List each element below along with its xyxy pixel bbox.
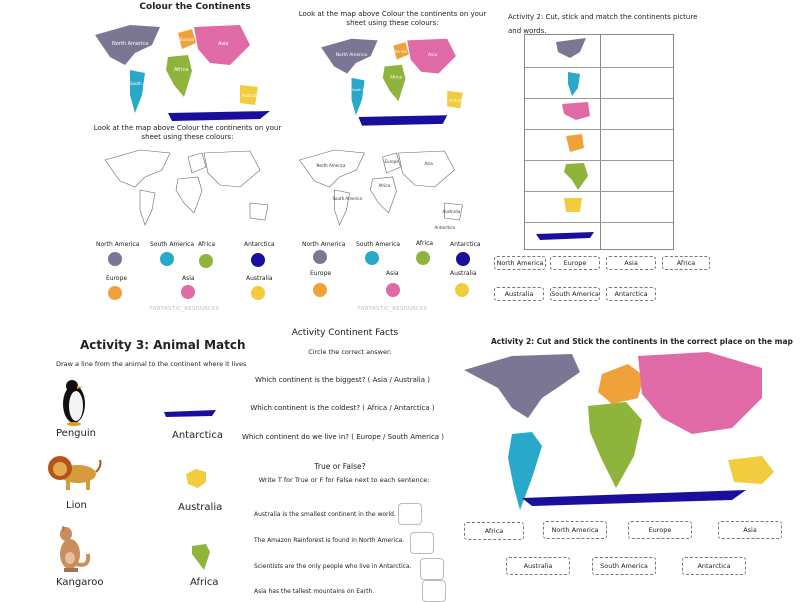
match-grid — [524, 34, 674, 250]
blank-world-map-right: North America Europe Asia Africa South A… — [299, 149, 463, 230]
map-label-na-right: North America — [336, 52, 368, 58]
match-label-north-america[interactable]: North America — [494, 256, 546, 270]
answer-box-2[interactable] — [410, 532, 434, 554]
large-colored-world-map — [464, 352, 774, 510]
continent-antarctica: Antarctica — [172, 430, 223, 441]
answer-box-3[interactable] — [420, 558, 444, 580]
cut-stick-match-title: Activity 2: Cut, stick and match the con… — [508, 13, 698, 35]
map-label-eu-right: Europe — [395, 50, 407, 54]
map-label-card-antarctica[interactable]: Antarctica — [682, 557, 746, 575]
map-label-card-south-america[interactable]: South America — [592, 557, 656, 575]
blank-label-sa: South America — [333, 196, 363, 201]
animal-penguin: Penguin — [56, 428, 96, 439]
legend-as-right: Asia — [386, 270, 399, 277]
legend-au-right: Australia — [450, 270, 477, 277]
lion-picture — [48, 456, 102, 490]
blank-world-map-left — [104, 149, 269, 226]
statement-australia: Australia is the smallest continent in t… — [254, 511, 396, 518]
blank-label-eu: Europe — [385, 159, 400, 164]
legend-eu: Europe — [106, 275, 128, 282]
map-label-sa: South America — [130, 81, 160, 86]
map-label-eu: Europe — [180, 37, 195, 42]
question-live: Which continent do we live in? ( Europe … — [241, 433, 445, 441]
map-label-au-right: Australia — [449, 98, 464, 102]
map-label-as-right: Asia — [428, 52, 437, 58]
australia-shape — [186, 469, 206, 488]
map-label-card-asia[interactable]: Asia — [718, 521, 782, 539]
facts-title: Activity Continent Facts — [291, 328, 399, 338]
tf-instruction: Write T for True or F for False next to … — [258, 476, 430, 484]
answer-box-4[interactable] — [422, 580, 446, 602]
africa-shape — [192, 544, 210, 570]
match-label-africa[interactable]: Africa — [662, 256, 710, 270]
legend-eu-right: Europe — [310, 270, 332, 277]
watermark-left: FANTASTIC_RESOURCES — [150, 306, 220, 312]
map-label-au: Australia — [242, 93, 260, 98]
legend-sa: South America — [150, 241, 195, 248]
colour-continents-title: Colour the Continents — [139, 2, 251, 12]
legend-au: Australia — [246, 275, 273, 282]
map-label-as: Asia — [218, 41, 228, 47]
question-coldest: Which continent is the coldest? ( Africa… — [250, 404, 435, 412]
animal-match-instruction: Draw a line from the animal to the conti… — [56, 360, 247, 368]
legend-as: Asia — [182, 275, 195, 282]
legend-sa-right: South America — [356, 241, 401, 248]
map-label-sa-right: South America — [352, 88, 378, 92]
statement-scientists: Scientists are the only people who live … — [254, 563, 412, 570]
legend-af-right: Africa — [416, 240, 434, 247]
legend-an-right: Antarctica — [450, 241, 481, 248]
map-label-na: North America — [112, 41, 148, 47]
penguin-picture — [63, 380, 85, 426]
colored-world-map-left: North America South America Europe Afric… — [95, 25, 270, 121]
blank-label-an: Antarctica — [435, 225, 456, 230]
map-label-af-right: Africa — [390, 75, 403, 81]
legend-na: North America — [96, 241, 140, 248]
map-label-card-europe[interactable]: Europe — [628, 521, 692, 539]
statement-asia: Asia has the tallest mountains on Earth. — [254, 588, 375, 595]
answer-box-1[interactable] — [398, 503, 422, 525]
match-label-australia[interactable]: Australia — [494, 287, 544, 301]
tf-title: True or False? — [314, 462, 366, 471]
animal-lion: Lion — [66, 500, 87, 511]
continent-africa: Africa — [190, 577, 219, 588]
instruction-left: Look at the map above Colour the contine… — [93, 124, 282, 141]
antarctica-shape — [164, 410, 216, 417]
continent-australia: Australia — [178, 502, 223, 513]
watermark-right: FANTASTIC_RESOURCES — [358, 306, 428, 312]
question-biggest: Which continent is the biggest? ( Asia /… — [254, 376, 431, 384]
map-label-card-north-america[interactable]: North America — [543, 521, 607, 539]
colored-world-map-right: North America South America Europe Afric… — [321, 38, 464, 126]
match-label-europe[interactable]: Europe — [550, 256, 600, 270]
cut-stick-map-title: Activity 2: Cut and Stick the continents… — [491, 337, 793, 346]
facts-circle-instruction: Circle the correct answer: — [308, 348, 392, 356]
map-label-af: Africa — [174, 67, 188, 73]
blank-label-na: North America — [317, 163, 347, 168]
statement-amazon: The Amazon Rainforest is found in North … — [254, 537, 405, 544]
legend-af: Africa — [198, 241, 216, 248]
map-label-card-africa[interactable]: Africa — [464, 522, 524, 540]
animal-match-title: Activity 3: Animal Match — [80, 338, 246, 352]
match-label-asia[interactable]: Asia — [606, 256, 656, 270]
blank-label-af: Africa — [379, 183, 391, 188]
instruction-right: Look at the map above Colour the contine… — [298, 10, 487, 27]
blank-label-au: Australia — [443, 209, 461, 214]
legend-an: Antarctica — [244, 241, 275, 248]
animal-kangaroo: Kangaroo — [56, 577, 104, 588]
legend-na-right: North America — [302, 241, 346, 248]
kangaroo-picture — [60, 526, 91, 572]
map-label-card-australia[interactable]: Australia — [506, 557, 570, 575]
match-label-antarctica[interactable]: Antarctica — [606, 287, 656, 301]
blank-label-as: Asia — [425, 161, 434, 166]
match-label-south-america[interactable]: South America — [550, 287, 600, 301]
